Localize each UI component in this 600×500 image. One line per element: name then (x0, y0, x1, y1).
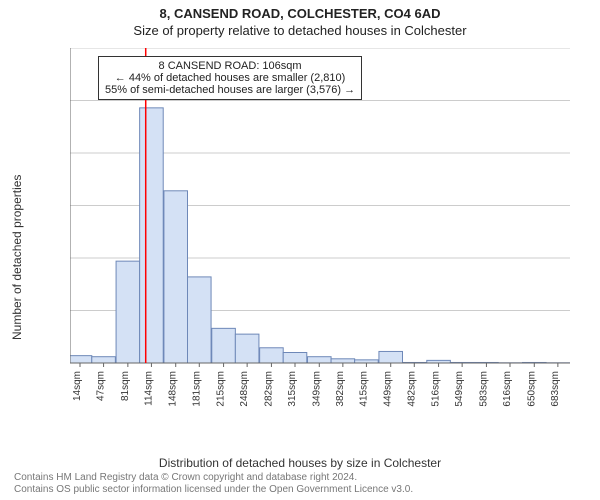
annotation-line3: 55% of semi-detached houses are larger (… (105, 84, 355, 96)
footer-attribution: Contains HM Land Registry data © Crown c… (14, 472, 413, 496)
footer-line2: Contains OS public sector information li… (14, 484, 413, 496)
annotation-line1: 8 CANSEND ROAD: 106sqm (105, 60, 355, 72)
svg-text:14sqm: 14sqm (72, 371, 83, 401)
svg-text:549sqm: 549sqm (454, 371, 465, 407)
svg-text:482sqm: 482sqm (406, 371, 417, 407)
footer-line1: Contains HM Land Registry data © Crown c… (14, 472, 413, 484)
svg-text:650sqm: 650sqm (526, 371, 537, 407)
x-axis-label: Distribution of detached houses by size … (0, 456, 600, 470)
svg-text:315sqm: 315sqm (287, 371, 298, 407)
page-title: 8, CANSEND ROAD, COLCHESTER, CO4 6AD (0, 0, 600, 21)
svg-text:81sqm: 81sqm (120, 371, 131, 401)
svg-text:282sqm: 282sqm (263, 371, 274, 407)
svg-text:516sqm: 516sqm (431, 371, 442, 407)
svg-text:583sqm: 583sqm (478, 371, 489, 407)
svg-text:449sqm: 449sqm (383, 371, 394, 407)
svg-text:382sqm: 382sqm (335, 371, 346, 407)
svg-text:148sqm: 148sqm (168, 371, 179, 407)
annotation-box: 8 CANSEND ROAD: 106sqm ← 44% of detached… (98, 56, 362, 100)
page-subtitle: Size of property relative to detached ho… (0, 21, 600, 38)
svg-text:683sqm: 683sqm (550, 371, 561, 407)
svg-text:248sqm: 248sqm (239, 371, 250, 407)
annotation-line2: ← 44% of detached houses are smaller (2,… (105, 72, 355, 84)
y-axis-label: Number of detached properties (10, 175, 24, 340)
svg-text:215sqm: 215sqm (216, 371, 227, 407)
histogram-chart: 05001000150020002500300014sqm47sqm81sqm1… (70, 48, 570, 418)
chart-area: 05001000150020002500300014sqm47sqm81sqm1… (70, 48, 570, 418)
svg-text:181sqm: 181sqm (191, 371, 202, 407)
svg-text:114sqm: 114sqm (143, 371, 154, 406)
svg-text:616sqm: 616sqm (502, 371, 513, 407)
svg-text:349sqm: 349sqm (311, 371, 322, 407)
svg-text:415sqm: 415sqm (358, 371, 369, 407)
svg-text:47sqm: 47sqm (96, 371, 107, 401)
